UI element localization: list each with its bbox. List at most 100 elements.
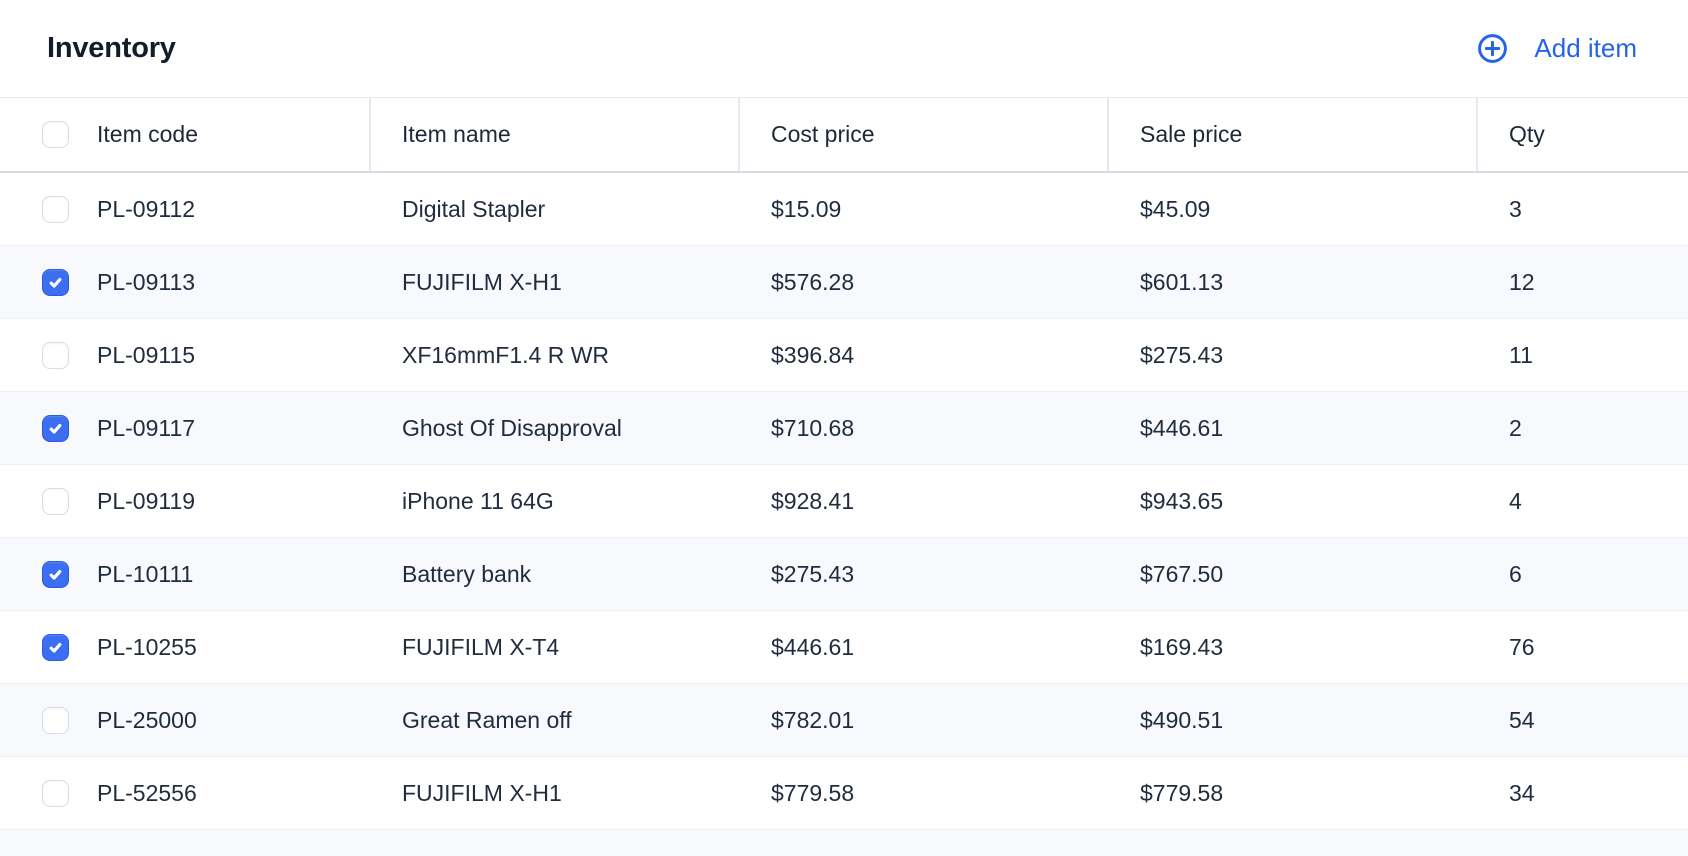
sale-price-value: $601.13 — [1140, 268, 1224, 295]
cost-price-value: $275.43 — [771, 560, 855, 587]
item-name-cell: Ghost Of Disapproval — [369, 415, 738, 442]
item-name-value: iPhone 11 64G — [402, 487, 554, 514]
qty-cell: 11 — [1476, 342, 1688, 369]
item-name-cell: iPhone 11 64G — [369, 488, 738, 515]
item-code-cell: PL-09117 — [0, 414, 369, 442]
item-code-cell: PL-25000 — [0, 706, 369, 734]
sale-price-value: $169.43 — [1140, 633, 1224, 660]
sale-price-cell: $767.50 — [1107, 561, 1476, 588]
qty-value: 6 — [1509, 560, 1522, 587]
column-header-item-code: Item code — [97, 121, 198, 147]
sale-price-value: $45.09 — [1140, 195, 1211, 222]
table-row[interactable]: PL-10255 FUJIFILM X-T4 $446.61 $169.43 7… — [0, 611, 1688, 684]
sale-price-cell: $779.58 — [1107, 780, 1476, 807]
item-code-cell: PL-09119 — [0, 487, 369, 515]
sale-price-cell: $275.43 — [1107, 342, 1476, 369]
qty-value: 12 — [1509, 268, 1535, 295]
item-name-value: Digital Stapler — [402, 195, 546, 222]
sale-price-value: $779.58 — [1140, 779, 1224, 806]
cost-price-cell: $396.84 — [738, 342, 1107, 369]
table-row[interactable]: PL-25000 Great Ramen off $782.01 $490.51… — [0, 684, 1688, 757]
cost-price-value: $928.41 — [771, 487, 855, 514]
item-name-cell: Battery bank — [369, 561, 738, 588]
cost-price-value: $576.28 — [771, 268, 855, 295]
item-code-cell: PL-10255 — [0, 633, 369, 661]
item-code-value: PL-10255 — [97, 633, 197, 660]
cost-price-value: $779.58 — [771, 779, 855, 806]
item-name-value: FUJIFILM X-H1 — [402, 268, 562, 295]
cost-price-value: $446.61 — [771, 633, 855, 660]
item-code-value: PL-52556 — [97, 779, 197, 806]
item-name-value: XF16mmF1.4 R WR — [402, 341, 610, 368]
item-name-cell: Great Ramen off — [369, 707, 738, 734]
checkmark-icon — [49, 642, 62, 653]
select-all-checkbox[interactable] — [42, 121, 69, 148]
table-row[interactable]: PL-09112 Digital Stapler $15.09 $45.09 3 — [0, 173, 1688, 246]
cost-price-cell: $782.01 — [738, 707, 1107, 734]
item-name-value: FUJIFILM X-T4 — [402, 633, 560, 660]
cost-price-cell: $446.61 — [738, 634, 1107, 661]
qty-cell: 34 — [1476, 780, 1688, 807]
item-code-cell: PL-10111 — [0, 560, 369, 588]
sale-price-cell: $45.09 — [1107, 196, 1476, 223]
item-name-value: Ghost Of Disapproval — [402, 414, 622, 441]
item-code-cell: PL-52556 — [0, 779, 369, 807]
item-name-cell: FUJIFILM X-H1 — [369, 780, 738, 807]
qty-value: 3 — [1509, 195, 1522, 222]
column-header-cost-price: Cost price — [771, 121, 875, 147]
cost-price-cell: $576.28 — [738, 269, 1107, 296]
row-checkbox[interactable] — [42, 341, 69, 369]
row-checkbox[interactable] — [42, 633, 69, 661]
sale-price-cell: $169.43 — [1107, 634, 1476, 661]
row-checkbox[interactable] — [42, 560, 69, 588]
row-checkbox[interactable] — [42, 414, 69, 442]
sale-price-cell: $943.65 — [1107, 488, 1476, 515]
row-checkbox[interactable] — [42, 195, 69, 223]
cost-price-value: $396.84 — [771, 341, 855, 368]
sale-price-cell: $490.51 — [1107, 707, 1476, 734]
row-checkbox[interactable] — [42, 706, 69, 734]
partial-next-row — [0, 830, 1688, 856]
cost-price-value: $710.68 — [771, 414, 855, 441]
sale-price-value: $275.43 — [1140, 341, 1224, 368]
table-row[interactable]: PL-09115 XF16mmF1.4 R WR $396.84 $275.43… — [0, 319, 1688, 392]
table-row[interactable]: PL-09113 FUJIFILM X-H1 $576.28 $601.13 1… — [0, 246, 1688, 319]
item-code-cell: PL-09115 — [0, 341, 369, 369]
table-row[interactable]: PL-09119 iPhone 11 64G $928.41 $943.65 4 — [0, 465, 1688, 538]
sale-price-cell: $601.13 — [1107, 269, 1476, 296]
row-checkbox[interactable] — [42, 779, 69, 807]
row-checkbox[interactable] — [42, 487, 69, 515]
table-row[interactable]: PL-52556 FUJIFILM X-H1 $779.58 $779.58 3… — [0, 757, 1688, 830]
table-row[interactable]: PL-09117 Ghost Of Disapproval $710.68 $4… — [0, 392, 1688, 465]
row-checkbox[interactable] — [42, 268, 69, 296]
item-code-cell: PL-09112 — [0, 195, 369, 223]
column-header-item-name: Item name — [402, 121, 511, 147]
item-name-value: FUJIFILM X-H1 — [402, 779, 562, 806]
item-name-cell: XF16mmF1.4 R WR — [369, 342, 738, 369]
header-cell-sale-price: Sale price — [1107, 98, 1476, 171]
header-cell-qty: Qty — [1476, 98, 1688, 171]
checkmark-icon — [49, 277, 62, 288]
cost-price-value: $782.01 — [771, 706, 855, 733]
column-header-qty: Qty — [1509, 121, 1545, 147]
table-row[interactable]: PL-10111 Battery bank $275.43 $767.50 6 — [0, 538, 1688, 611]
qty-cell: 6 — [1476, 561, 1688, 588]
header-cell-cost-price: Cost price — [738, 98, 1107, 171]
item-code-cell: PL-09113 — [0, 268, 369, 296]
item-name-cell: FUJIFILM X-T4 — [369, 634, 738, 661]
column-header-sale-price: Sale price — [1140, 121, 1243, 147]
item-code-value: PL-09112 — [97, 195, 196, 222]
cost-price-value: $15.09 — [771, 195, 842, 222]
item-name-cell: Digital Stapler — [369, 196, 738, 223]
sale-price-value: $446.61 — [1140, 414, 1224, 441]
title-bar: Inventory Add item — [0, 0, 1688, 97]
item-name-value: Battery bank — [402, 560, 532, 587]
qty-cell: 54 — [1476, 707, 1688, 734]
sale-price-cell: $446.61 — [1107, 415, 1476, 442]
add-item-button[interactable]: Add item — [1477, 33, 1637, 64]
cost-price-cell: $928.41 — [738, 488, 1107, 515]
checkmark-icon — [49, 423, 62, 434]
item-code-value: PL-09119 — [97, 487, 196, 514]
table-body: PL-09112 Digital Stapler $15.09 $45.09 3… — [0, 173, 1688, 830]
